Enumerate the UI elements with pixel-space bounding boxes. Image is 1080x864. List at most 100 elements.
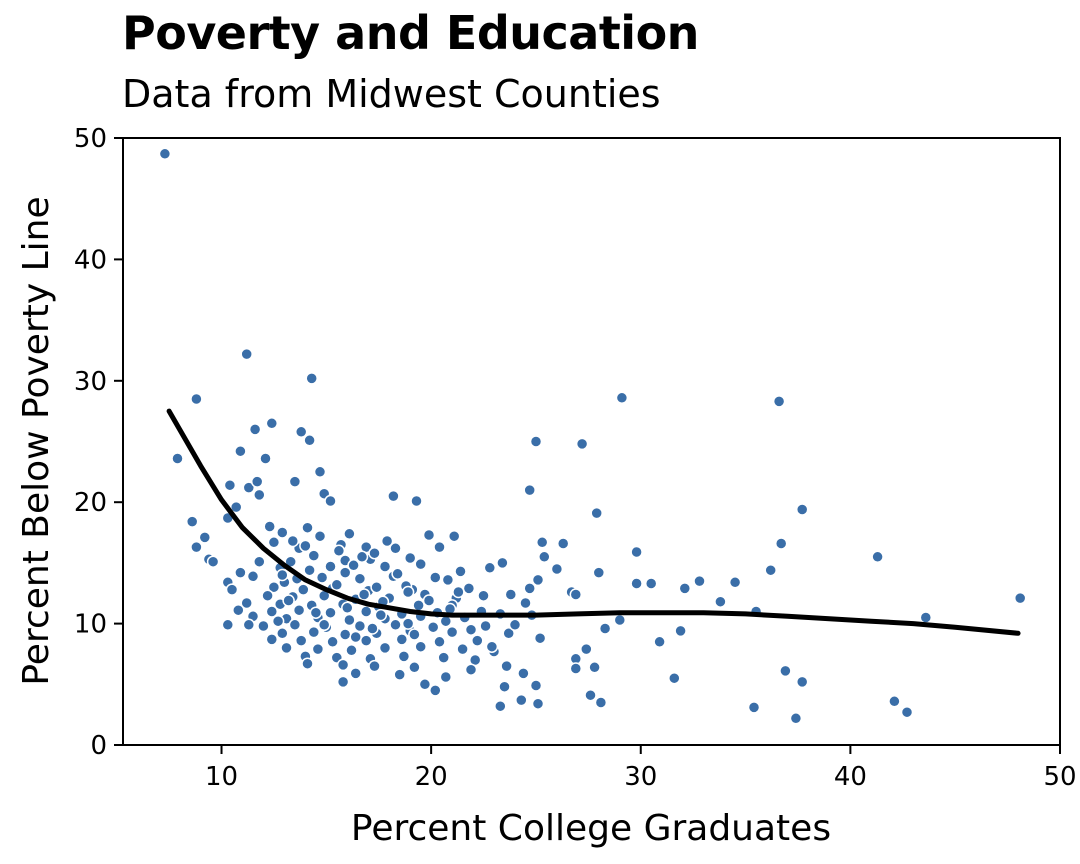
data-point <box>368 546 381 560</box>
data-point <box>408 661 421 674</box>
x-tick-label: 40 <box>834 762 867 792</box>
data-point <box>429 684 442 697</box>
data-point <box>286 534 300 548</box>
data-point <box>1013 591 1027 605</box>
data-point <box>414 640 427 653</box>
data-point <box>301 521 314 534</box>
data-point <box>693 574 706 588</box>
data-point <box>246 570 260 583</box>
chart-title: Poverty and Education <box>122 6 699 60</box>
data-point <box>594 696 608 709</box>
y-tick-label: 40 <box>74 245 107 275</box>
data-point <box>242 481 256 494</box>
data-point <box>678 582 692 595</box>
data-point <box>500 659 513 673</box>
data-point <box>223 478 237 492</box>
data-point <box>477 589 490 602</box>
data-point <box>267 536 281 549</box>
data-point <box>531 573 545 587</box>
data-point <box>309 606 323 619</box>
data-point <box>276 568 289 582</box>
data-point <box>378 641 392 655</box>
x-tick-label: 30 <box>624 762 657 792</box>
data-point <box>779 664 792 678</box>
data-point <box>517 667 530 680</box>
data-point <box>485 640 499 653</box>
data-point <box>324 560 337 573</box>
data-point <box>336 658 350 672</box>
y-tick-label: 10 <box>74 610 107 640</box>
data-point <box>494 699 507 713</box>
data-point <box>391 567 404 581</box>
data-point <box>240 596 253 610</box>
data-point <box>359 605 373 618</box>
data-point <box>380 534 394 548</box>
data-point <box>900 705 914 719</box>
data-point <box>523 582 536 595</box>
data-point <box>389 542 402 555</box>
data-point <box>464 663 478 676</box>
data-point <box>253 555 266 568</box>
data-point <box>401 617 415 630</box>
data-point <box>305 372 318 385</box>
trend-layer <box>166 408 1021 636</box>
data-point <box>426 620 440 634</box>
data-point <box>338 628 352 641</box>
data-point <box>370 580 383 594</box>
chart-subtitle: Data from Midwest Counties <box>122 72 661 116</box>
data-point <box>338 566 352 579</box>
data-point <box>198 531 212 544</box>
data-point <box>387 489 400 503</box>
data-point <box>347 559 360 572</box>
data-point <box>556 537 570 550</box>
data-point <box>288 475 302 488</box>
data-point <box>598 622 612 635</box>
data-point <box>498 680 511 693</box>
data-point <box>282 594 295 607</box>
data-point <box>248 423 262 436</box>
data-point <box>265 605 279 618</box>
data-point <box>294 634 308 647</box>
data-point <box>206 555 220 568</box>
data-point <box>447 529 461 543</box>
data-point <box>464 623 478 636</box>
data-point <box>294 425 308 439</box>
data-point <box>437 651 450 664</box>
data-point <box>535 536 549 549</box>
data-point <box>454 565 467 578</box>
data-point <box>471 634 484 647</box>
data-point <box>355 550 369 564</box>
data-point <box>422 528 436 542</box>
data-point <box>276 526 289 539</box>
data-point <box>508 618 522 632</box>
data-point <box>592 566 606 579</box>
data-point <box>433 540 446 554</box>
data-point <box>588 661 601 674</box>
data-point <box>359 634 373 647</box>
data-point <box>301 657 314 670</box>
data-point <box>668 671 681 685</box>
data-point <box>225 583 239 596</box>
data-point <box>452 585 465 599</box>
data-point <box>232 603 245 617</box>
y-tick-label: 30 <box>74 367 107 397</box>
data-point <box>531 697 545 710</box>
data-point <box>441 573 455 587</box>
data-point <box>292 603 306 617</box>
data-point <box>795 503 809 516</box>
data-point <box>253 488 266 502</box>
data-point <box>584 688 597 702</box>
data-point <box>389 618 402 632</box>
data-point <box>265 633 279 646</box>
data-point <box>393 668 406 681</box>
data-point <box>303 434 316 447</box>
data-point <box>313 529 327 543</box>
data-point <box>257 619 270 633</box>
x-axis-label: Percent College Graduates <box>351 808 831 849</box>
y-axis-label: Percent Below Poverty Line <box>16 196 57 685</box>
data-point <box>630 545 643 559</box>
data-point <box>502 627 515 640</box>
data-point <box>523 483 536 497</box>
data-point <box>341 601 354 615</box>
data-point <box>261 589 274 602</box>
